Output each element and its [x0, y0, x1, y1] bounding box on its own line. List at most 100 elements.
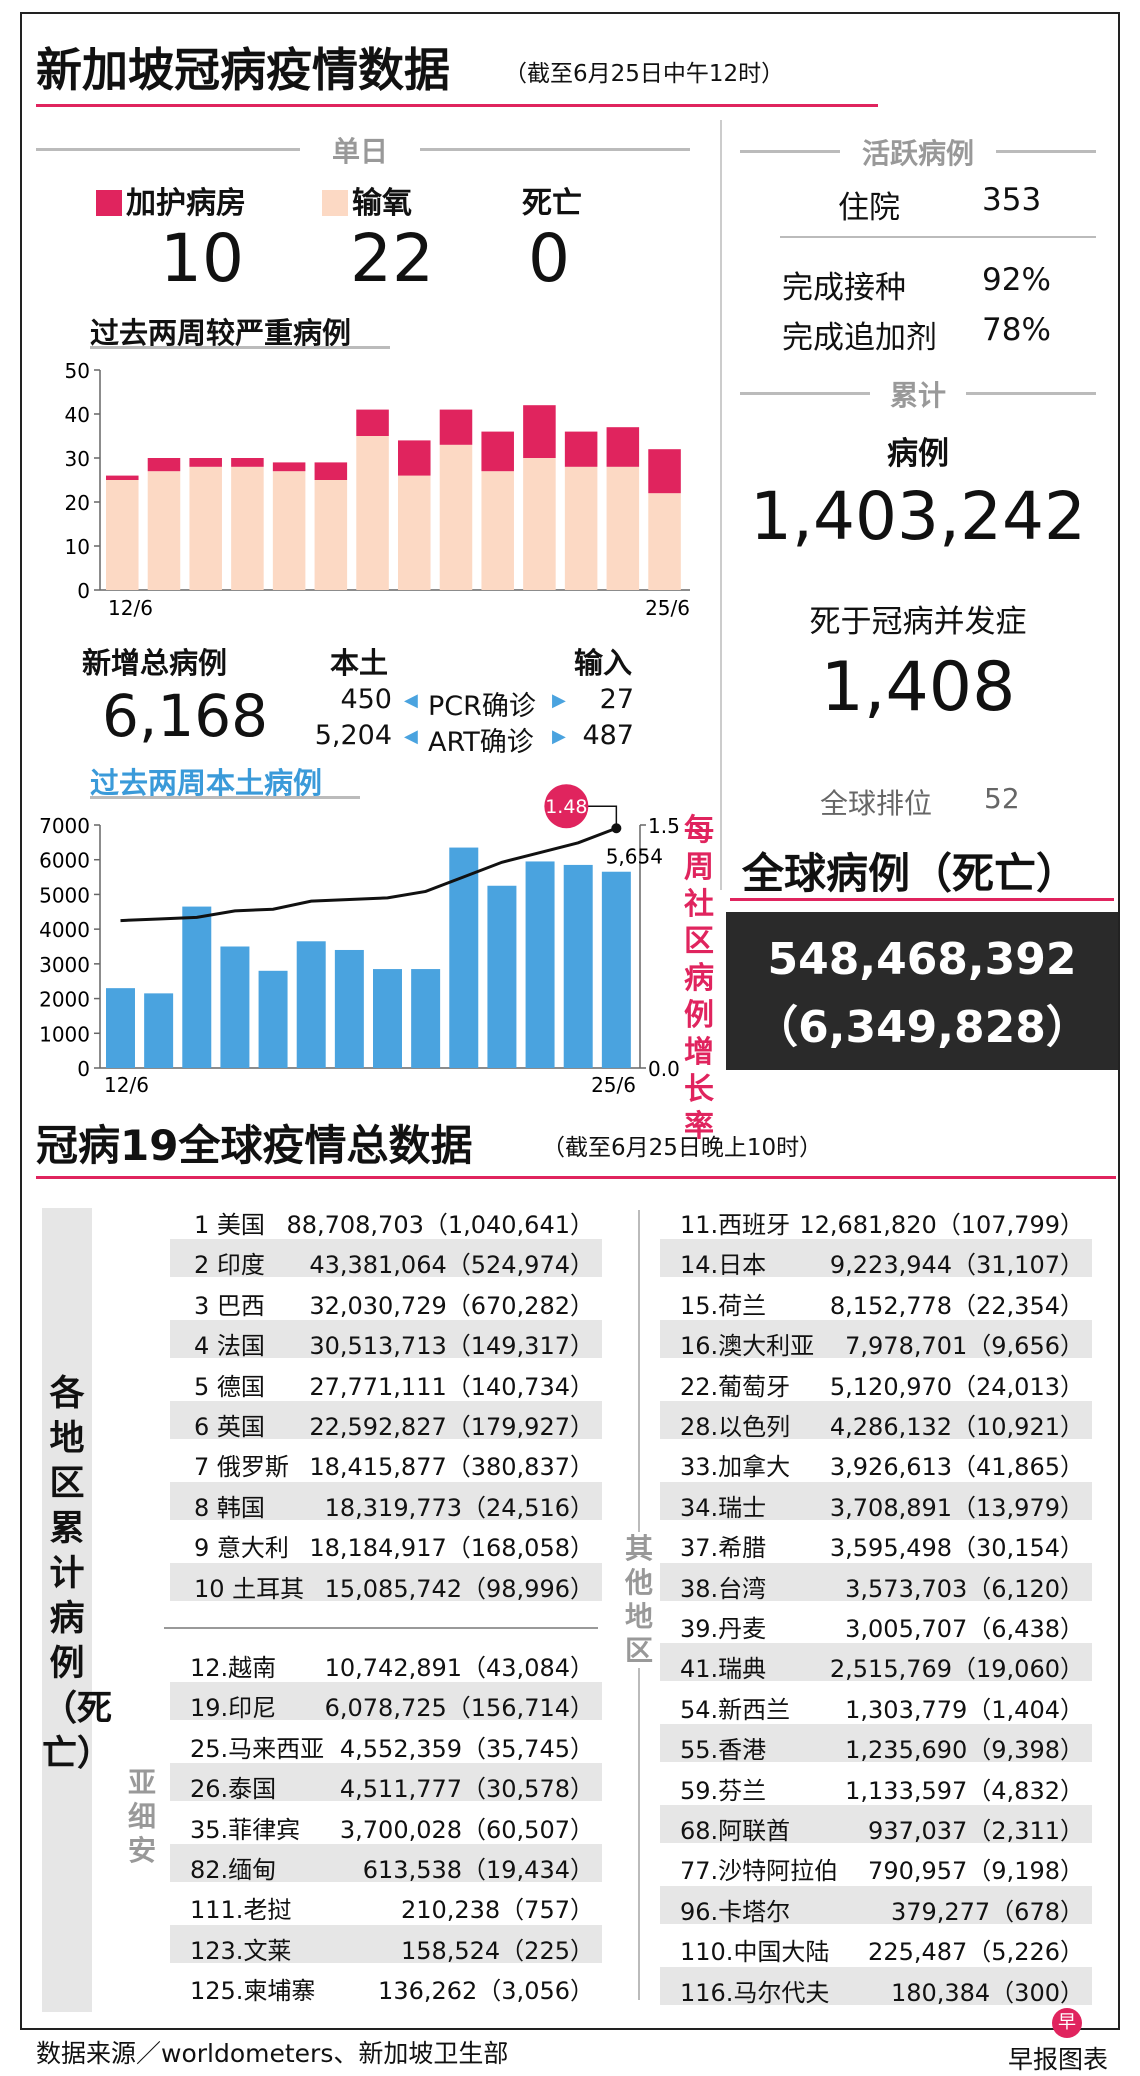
severe-bar-oxygen — [231, 466, 264, 590]
row-country: 35.菲律宾 — [190, 1815, 301, 1844]
world-title: 冠病19全球疫情总数据 — [36, 1121, 473, 1170]
row-cases-deaths: 1,303,779（1,404） — [845, 1695, 1084, 1724]
severe-bar-oxygen — [606, 466, 640, 590]
severe-bar-icu — [231, 458, 264, 467]
severe-bar-oxygen — [106, 480, 139, 590]
row-country: 12.越南 — [190, 1654, 277, 1682]
table-row: 3 巴西 32,030,729（670,282） — [170, 1280, 602, 1320]
severe-bar-oxygen — [481, 471, 514, 590]
row-cases-deaths: 15,085,742（98,996） — [324, 1574, 594, 1603]
vacc-label: 完成接种 — [782, 270, 906, 306]
local-bar — [182, 906, 212, 1068]
growth-callout-badge — [544, 784, 589, 829]
severe-bar-oxygen — [439, 444, 473, 590]
hosp-underline — [780, 236, 1096, 238]
severe-bar-oxygen — [147, 471, 181, 590]
row-country: 3 巴西 — [194, 1291, 265, 1320]
row-cases-deaths: 12,681,820（107,799） — [799, 1211, 1084, 1239]
table-row: 55.香港 1,235,690（9,398） — [660, 1724, 1092, 1764]
header-underline — [36, 104, 878, 107]
rank-value: 52 — [984, 782, 1020, 815]
row-cases-deaths: 27,771,111（140,734） — [309, 1372, 594, 1401]
severe-bar-oxygen — [314, 480, 348, 590]
oxygen-legend: 输氧 — [322, 178, 412, 222]
pcr-left-arrow-icon: ◀ — [404, 690, 418, 711]
cases-value: 1,403,242 — [750, 478, 1086, 555]
infographic-frame — [20, 12, 1120, 2030]
local-bar — [258, 970, 288, 1068]
row-country: 1 美国 — [194, 1211, 265, 1239]
art-right-arrow-icon: ▶ — [552, 726, 566, 747]
row-cases-deaths: 136,262（3,056） — [378, 1977, 594, 2006]
severe-y-tick-label: 20 — [65, 491, 90, 515]
local-label: 本土 — [330, 646, 389, 680]
severe-x-tick-label: 12/6 — [108, 596, 153, 620]
region-sidebar-label: 各地区累计病例（死亡） — [42, 1374, 113, 1774]
row-cases-deaths: 10,742,891（43,084） — [324, 1654, 594, 1682]
growth-y-tick-label: 1.5 — [648, 814, 680, 838]
local-x-tick-label: 25/6 — [591, 1073, 636, 1097]
row-cases-deaths: 1,133,597（4,832） — [845, 1776, 1084, 1805]
row-country: 4 法国 — [194, 1332, 265, 1361]
icu-label: 加护病房 — [126, 186, 246, 221]
table-row: 10 土耳其 15,085,742（98,996） — [170, 1562, 602, 1603]
local-bar — [487, 885, 517, 1068]
row-country: 34.瑞士 — [680, 1493, 767, 1522]
row-cases-deaths: 22,592,827（179,927） — [309, 1413, 594, 1441]
row-cases-deaths: 8,152,778（22,354） — [829, 1291, 1084, 1320]
oxygen-label: 输氧 — [352, 186, 412, 221]
severe-cases-chart: 0 10 20 30 40 50 12/6 25/6 — [65, 359, 690, 620]
booster-value: 78% — [982, 312, 1051, 348]
hosp-label: 住院 — [838, 190, 900, 226]
table-row: 1 美国 88,708,703（1,040,641） — [170, 1199, 602, 1239]
severe-bar-oxygen — [648, 493, 681, 590]
death-value: 0 — [528, 220, 570, 297]
row-cases-deaths: 3,595,498（30,154） — [829, 1534, 1084, 1563]
severe-bar-oxygen — [523, 458, 556, 590]
pcr-import-value: 27 — [599, 684, 634, 715]
oxygen-value: 22 — [350, 220, 434, 297]
active-section-label: 活跃病例 — [840, 132, 996, 172]
local-y-tick-label: 3000 — [40, 953, 90, 977]
table-row: 54.新西兰 1,303,779（1,404） — [660, 1684, 1092, 1724]
oxygen-swatch — [322, 190, 348, 216]
row-country: 116.马尔代夫 — [680, 1978, 830, 2007]
global-cases: 548,468,392 — [767, 934, 1077, 985]
growth-y-tick-label: 0.0 — [648, 1057, 680, 1081]
row-cases-deaths: 937,037（2,311） — [868, 1817, 1084, 1845]
table-row: 2 印度 43,381,064（524,974） — [170, 1239, 602, 1280]
severe-x-tick-label: 25/6 — [645, 596, 690, 620]
severe-bar-icu — [564, 431, 598, 467]
local-y-tick-label: 0 — [77, 1057, 90, 1081]
row-cases-deaths: 790,957（9,198） — [868, 1857, 1084, 1886]
row-country: 6 英国 — [194, 1413, 265, 1441]
table-row: 125.柬埔寨 136,262（3,056） — [170, 1965, 602, 2006]
art-local-value: 5,204 — [314, 720, 392, 751]
row-cases-deaths: 9,223,944（31,107） — [829, 1251, 1084, 1280]
local-x-tick-label: 12/6 — [104, 1073, 149, 1097]
local-bar — [411, 969, 441, 1068]
row-country: 41.瑞典 — [680, 1655, 767, 1684]
row-country: 26.泰国 — [190, 1775, 277, 1804]
pcr-local-value: 450 — [340, 684, 392, 715]
table-row: 41.瑞典 2,515,769（19,060） — [660, 1643, 1092, 1684]
severe-bar-oxygen — [272, 471, 306, 590]
row-cases-deaths: 6,078,725（156,714） — [324, 1694, 594, 1723]
row-cases-deaths: 210,238（757） — [400, 1896, 594, 1925]
cases-label: 病例 — [887, 436, 949, 472]
row-country: 37.希腊 — [680, 1534, 767, 1563]
severe-bar-icu — [398, 440, 431, 476]
row-country: 11.西班牙 — [680, 1211, 791, 1239]
local-bar — [373, 969, 402, 1068]
row-country: 15.荷兰 — [680, 1291, 767, 1320]
pcr-right-arrow-icon: ▶ — [552, 690, 566, 711]
global-box: 548,468,392 （6,349,828） — [726, 912, 1118, 1070]
table-row: 111.老挝 210,238（757） — [170, 1884, 602, 1925]
table-row: 25.马来西亚 4,552,359（35,745） — [170, 1723, 602, 1763]
row-cases-deaths: 43,381,064（524,974） — [309, 1251, 594, 1280]
table-row: 22.葡萄牙 5,120,970（24,013） — [660, 1361, 1092, 1401]
table-row: 82.缅甸 613,538（19,434） — [170, 1844, 602, 1884]
severe-bar-oxygen — [189, 466, 222, 590]
booster-label: 完成追加剂 — [782, 320, 937, 356]
row-cases-deaths: 2,515,769（19,060） — [829, 1655, 1084, 1684]
